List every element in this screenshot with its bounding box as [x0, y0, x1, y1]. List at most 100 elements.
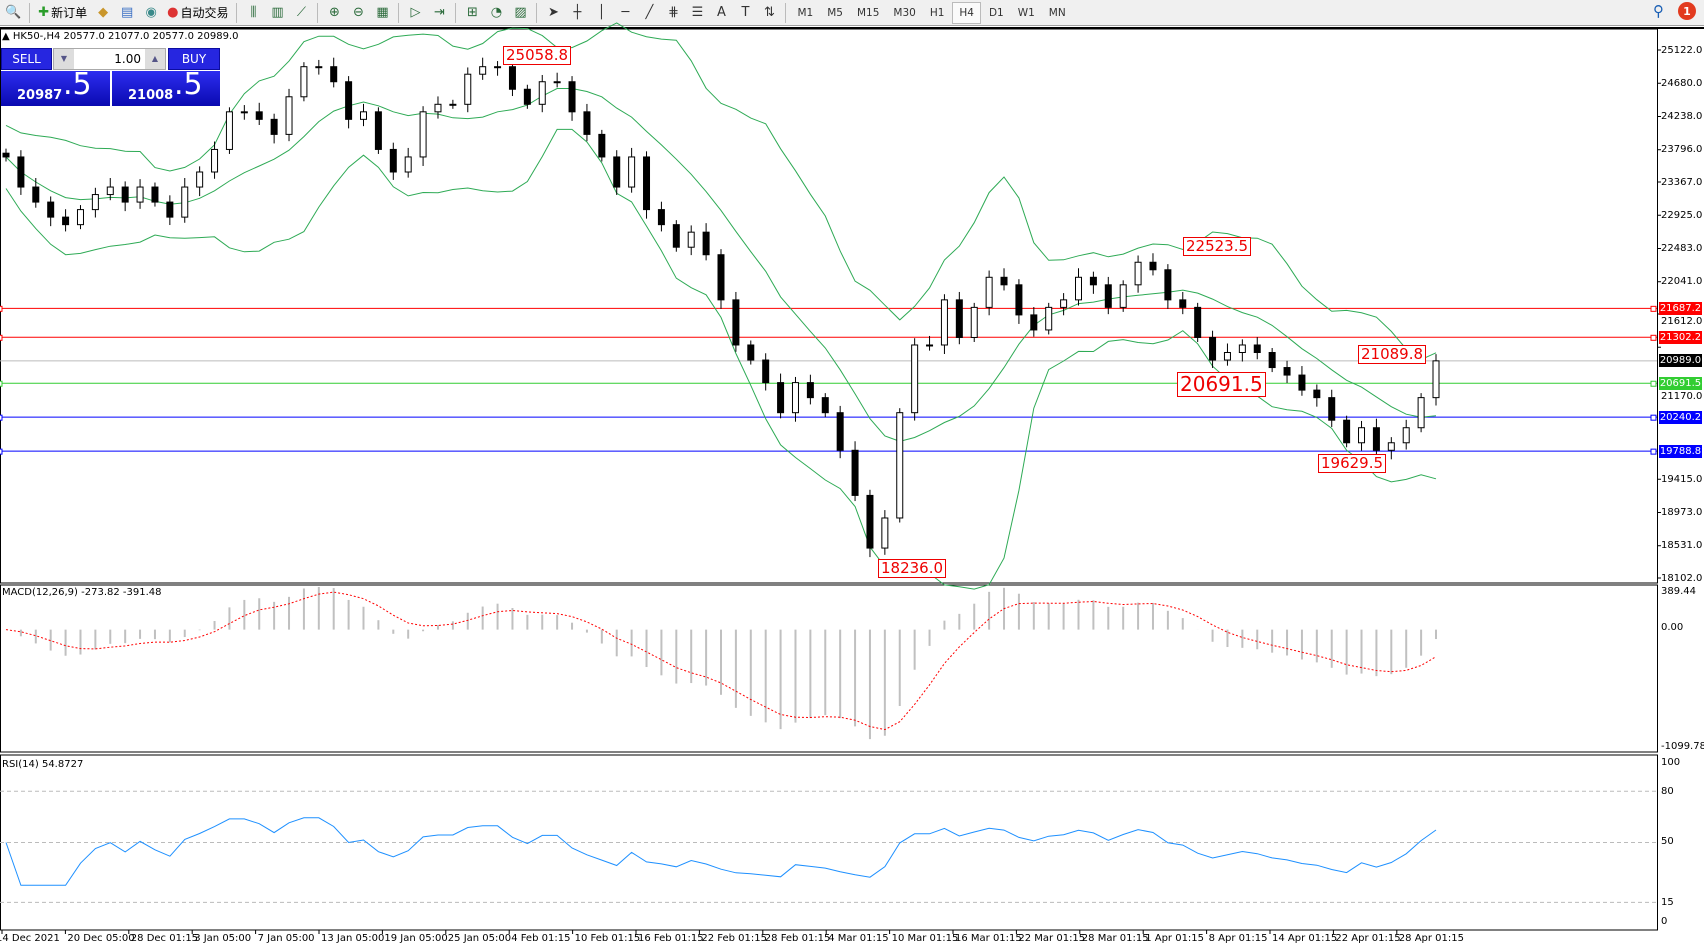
timeframe-mn[interactable]: MN: [1048, 6, 1066, 19]
price-label-large[interactable]: 20691.5: [1177, 372, 1266, 397]
tile-windows-icon[interactable]: ▦: [376, 5, 389, 20]
time-axis-label: 22 Mar 01:15: [1018, 933, 1086, 944]
bollinger-middle-band: [5, 88, 1437, 442]
candle-bullish: [985, 276, 993, 308]
notification-badge[interactable]: 1: [1678, 2, 1696, 20]
time-axis-label: 20 Dec 05:00: [67, 933, 135, 944]
buy-price[interactable]: 21008 .5: [112, 67, 220, 106]
timeframe-h4[interactable]: H4: [952, 1, 981, 24]
volume-up-button[interactable]: ▲: [145, 49, 165, 69]
price-label[interactable]: 21089.8: [1358, 345, 1427, 364]
volume-stepper[interactable]: ▼ 1.00 ▲: [53, 48, 166, 70]
sell-button[interactable]: SELL: [1, 48, 52, 70]
horizontal-line-icon[interactable]: ─: [621, 5, 630, 20]
volume-input[interactable]: 1.00: [114, 52, 141, 66]
rsi-axis-15: 15: [1661, 897, 1674, 908]
level-handle: [0, 305, 3, 312]
time-axis-label: 14 Dec 2021: [0, 933, 60, 944]
text-label-icon[interactable]: T: [741, 5, 750, 20]
time-axis-label: 25 Jan 05:00: [447, 933, 512, 944]
one-click-trading-panel: SELL ▼ 1.00 ▲ BUY 20987 .5 21008 .5: [0, 48, 221, 106]
candle-bullish: [300, 66, 308, 98]
sell-price-main: 20987: [17, 88, 63, 103]
timeframe-w1[interactable]: W1: [1017, 6, 1035, 19]
candle-bearish: [806, 382, 814, 399]
level-handle: [0, 380, 3, 387]
price-label[interactable]: 19629.5: [1318, 454, 1387, 473]
line-chart-icon[interactable]: ⟋: [296, 5, 307, 20]
candle-bullish: [1119, 284, 1127, 308]
candle-bullish: [464, 73, 472, 105]
candle-bullish: [940, 299, 948, 346]
candle-bearish: [1313, 389, 1321, 399]
level-handle: [0, 334, 3, 341]
text-icon[interactable]: A: [717, 5, 726, 20]
candle-bullish: [479, 66, 487, 75]
navigator-icon-icon: ▤: [120, 5, 134, 20]
price-label[interactable]: 22523.5: [1183, 237, 1252, 256]
bar-chart-icon[interactable]: ⫼: [250, 5, 257, 20]
macd-axis-zero: 0.00: [1661, 622, 1684, 633]
current-price-tag: 20989.0: [1659, 354, 1702, 368]
timeframe-h1[interactable]: H1: [929, 6, 945, 19]
templates-icon[interactable]: ▨: [514, 5, 527, 20]
candle-bearish: [568, 81, 576, 113]
rsi-axis-100: 100: [1661, 757, 1681, 768]
arrows-icon[interactable]: ⇅: [764, 5, 775, 20]
trendline-icon[interactable]: ╱: [645, 5, 654, 20]
crosshair-icon[interactable]: ┼: [573, 5, 582, 20]
price-axis-label: 24238.0: [1661, 110, 1703, 122]
auto-scroll-icon[interactable]: ▷: [410, 5, 421, 20]
timeframe-m30[interactable]: M30: [893, 6, 916, 19]
volume-down-button[interactable]: ▼: [54, 49, 74, 69]
candle-bullish: [1223, 352, 1231, 361]
sell-price-pips: .5: [63, 67, 92, 102]
candlestick-icon[interactable]: ▥: [271, 5, 284, 20]
fibonacci-icon[interactable]: ⋕: [668, 5, 679, 20]
vertical-line-icon[interactable]: │: [597, 5, 606, 20]
toolbar-right: ⚲ 1: [1653, 2, 1696, 20]
channel-icon[interactable]: ☰: [691, 5, 704, 20]
timeframe-m1[interactable]: M1: [797, 6, 814, 19]
level-handle: [1650, 448, 1657, 455]
indicators-icon[interactable]: ⊞: [467, 5, 478, 20]
chart-shift-icon[interactable]: ⇥: [434, 5, 445, 20]
time-axis-label: 10 Mar 01:15: [891, 933, 959, 944]
time-axis-label: 10 Feb 01:15: [574, 933, 641, 944]
candle-bullish: [91, 194, 99, 211]
price-axis-label: 25122.0: [1661, 44, 1703, 56]
zoom-in-icon[interactable]: ⊕: [329, 5, 340, 20]
time-axis-label: 8 Apr 01:15: [1208, 933, 1268, 944]
sell-price[interactable]: 20987 .5: [1, 67, 110, 106]
rsi-label: RSI(14) 54.8727: [2, 759, 84, 770]
price-axis-label: 18973.0: [1661, 506, 1703, 518]
price-axis-label: 22925.0: [1661, 209, 1703, 221]
toolbar: 🔍 ✚ 新订单 ◆ ▤ ◉ ● 自动交易 ⫼ ▥ ⟋ ⊕ ⊖ ▦ ▷ ⇥ ⊞ ◔ ▨ ➤ ┼ │ ─ ╱ ⋕ ☰ A T ⇅ M1 M5 M1…: [0, 0, 1704, 26]
periods-icon[interactable]: ◔: [490, 5, 503, 20]
price-label-high[interactable]: 25058.8: [503, 46, 572, 65]
navigator-icon[interactable]: ▤: [116, 2, 138, 24]
candle-bullish: [1417, 397, 1425, 429]
buy-price-main: 21008: [128, 88, 174, 103]
search-icon[interactable]: ⚲: [1653, 2, 1664, 20]
auto-trading-button-label: 自动交易: [180, 6, 229, 20]
candle-bearish: [1089, 276, 1097, 286]
zoom-icon[interactable]: 🔍: [2, 2, 24, 24]
price-label-low[interactable]: 18236.0: [878, 559, 947, 578]
timeframe-m5[interactable]: M5: [827, 6, 843, 19]
candle-bullish: [926, 344, 934, 347]
cursor-icon[interactable]: ➤: [548, 5, 559, 20]
market-watch-icon[interactable]: ◆: [92, 2, 114, 24]
zoom-out-icon[interactable]: ⊖: [353, 5, 364, 20]
price-axis-label: 22041.0: [1661, 276, 1703, 288]
time-axis-label: 28 Mar 01:15: [1081, 933, 1149, 944]
auto-trading-button[interactable]: ● 自动交易: [164, 2, 231, 24]
buy-button[interactable]: BUY: [168, 48, 220, 70]
candle-bearish: [121, 186, 129, 203]
macd-axis-min: -1099.78: [1661, 741, 1704, 752]
timeframe-m15[interactable]: M15: [856, 6, 880, 19]
signals-icon[interactable]: ◉: [140, 2, 162, 24]
timeframe-d1[interactable]: D1: [988, 6, 1004, 19]
new-order-button[interactable]: ✚ 新订单: [35, 2, 90, 24]
